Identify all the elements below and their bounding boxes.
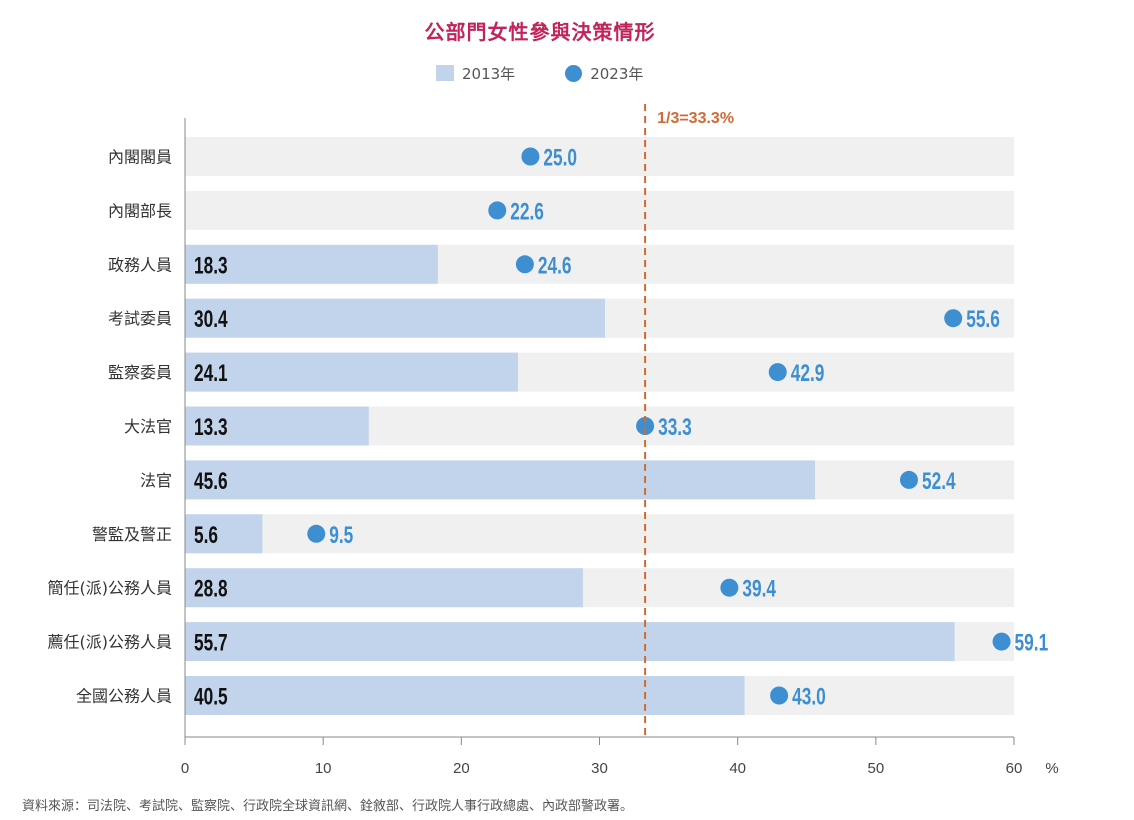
dot-value-label: 59.1 <box>1015 630 1049 656</box>
category-label: 簡任(派)公務人員 <box>48 579 173 598</box>
bar-track <box>185 137 1014 176</box>
bar-2013 <box>185 244 438 284</box>
x-tick-label: 0 <box>181 760 189 777</box>
dot-2023 <box>307 524 326 543</box>
dot-2023 <box>636 417 655 435</box>
category-label: 內閣部長 <box>108 201 172 220</box>
category-label: 法官 <box>140 471 172 490</box>
bar-2013 <box>185 622 955 662</box>
bar-chart: 內閣閣員 25.0 內閣部長 22.6 政務人員 18.3 24.6 考試委員 30.4 55.6… <box>48 104 1059 777</box>
chart-title: 公部門女性參與決策情形 <box>424 20 656 44</box>
dot-value-label: 52.4 <box>922 468 956 494</box>
dot-value-label: 25.0 <box>543 145 577 171</box>
x-tick-label: 60 <box>1006 760 1023 777</box>
dot-2023 <box>515 255 534 274</box>
dot-value-label: 55.6 <box>966 307 1000 333</box>
legend-label-2013: 2013年 <box>462 64 516 83</box>
bar-value-label: 13.3 <box>194 414 228 440</box>
category-label: 薦任(派)公務人員 <box>48 633 173 652</box>
x-tick-label: 20 <box>453 760 470 777</box>
bar-2013 <box>185 460 816 500</box>
bar-track <box>185 190 1014 230</box>
source-note: 資料來源：司法院、考試院、監察院、行政院全球資訊網、銓敘部、行政院人事行政總處、… <box>22 799 634 814</box>
x-tick-label: 10 <box>315 760 332 777</box>
bar-value-label: 55.7 <box>194 630 228 656</box>
category-label: 警監及警正 <box>92 525 172 544</box>
category-label: 考試委員 <box>108 309 172 328</box>
category-label: 大法官 <box>124 417 172 436</box>
dot-value-label: 39.4 <box>742 576 776 602</box>
legend: 2013年 2023年 <box>436 62 643 84</box>
legend-dot-2023 <box>565 64 583 82</box>
bar-value-label: 30.4 <box>194 307 228 333</box>
dot-2023 <box>720 578 739 597</box>
bar-value-label: 28.8 <box>194 576 228 602</box>
dot-2023 <box>770 686 789 705</box>
bar-2013 <box>185 676 745 715</box>
x-tick-label: 30 <box>591 760 608 777</box>
bar-2013 <box>185 298 606 338</box>
bar-2013 <box>185 568 583 608</box>
legend-swatch-2013 <box>436 65 454 81</box>
bar-value-label: 40.5 <box>194 684 228 710</box>
legend-label-2023: 2023年 <box>590 64 644 83</box>
dot-value-label: 22.6 <box>510 199 544 225</box>
bar-value-label: 18.3 <box>194 253 228 279</box>
category-label: 政務人員 <box>108 255 172 274</box>
bar-2013 <box>185 352 518 392</box>
category-label: 監察委員 <box>108 363 172 382</box>
category-label: 內閣閣員 <box>108 148 172 167</box>
bar-value-label: 24.1 <box>194 360 228 386</box>
x-tick-label: 40 <box>729 760 746 777</box>
dot-2023 <box>992 632 1011 651</box>
dot-2023 <box>899 470 918 489</box>
x-tick-label: 50 <box>867 760 884 777</box>
bar-2013 <box>185 514 263 554</box>
bar-value-label: 45.6 <box>194 468 228 494</box>
reference-line-label: 1/3=33.3% <box>657 110 734 127</box>
dot-2023 <box>944 309 963 328</box>
dot-value-label: 42.9 <box>791 360 825 386</box>
dot-2023 <box>521 147 540 166</box>
category-label: 全國公務人員 <box>76 687 172 706</box>
x-unit-label: % <box>1045 760 1058 777</box>
dot-2023 <box>488 201 507 220</box>
dot-value-label: 43.0 <box>792 684 826 710</box>
bar-2013 <box>185 406 369 446</box>
dot-value-label: 24.6 <box>538 253 572 279</box>
dot-value-label: 33.3 <box>658 414 692 440</box>
dot-2023 <box>768 363 787 382</box>
bar-value-label: 5.6 <box>194 522 218 548</box>
dot-value-label: 9.5 <box>329 522 353 548</box>
